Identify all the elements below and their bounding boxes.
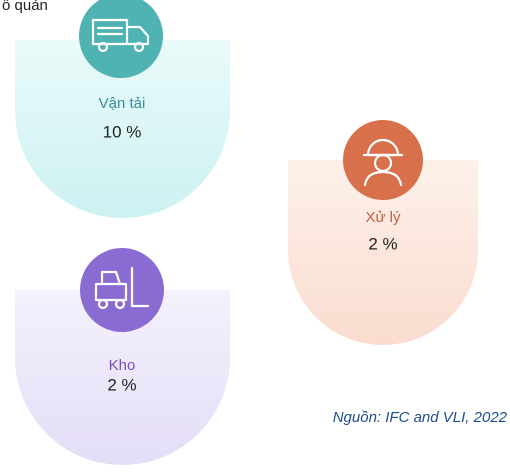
item-value: 10 %: [103, 122, 142, 141]
forklift-icon: [94, 266, 150, 310]
card-shape: [15, 290, 230, 466]
item-value: 2 %: [107, 375, 136, 394]
card-shape: [15, 40, 230, 218]
item-value: 2 %: [368, 234, 397, 253]
item-label: Vận tải: [99, 95, 146, 112]
card-shape: [288, 160, 478, 345]
item-label: Xử lý: [365, 209, 401, 226]
header-title: ổ quản: [2, 0, 48, 14]
worker-icon: [362, 138, 404, 187]
icon-circle: [80, 248, 164, 332]
truck-icon: [91, 18, 150, 53]
icon-circle: [343, 120, 423, 200]
item-label: Kho: [109, 357, 136, 374]
source-note: Nguồn: IFC and VLI, 2022: [333, 409, 508, 426]
